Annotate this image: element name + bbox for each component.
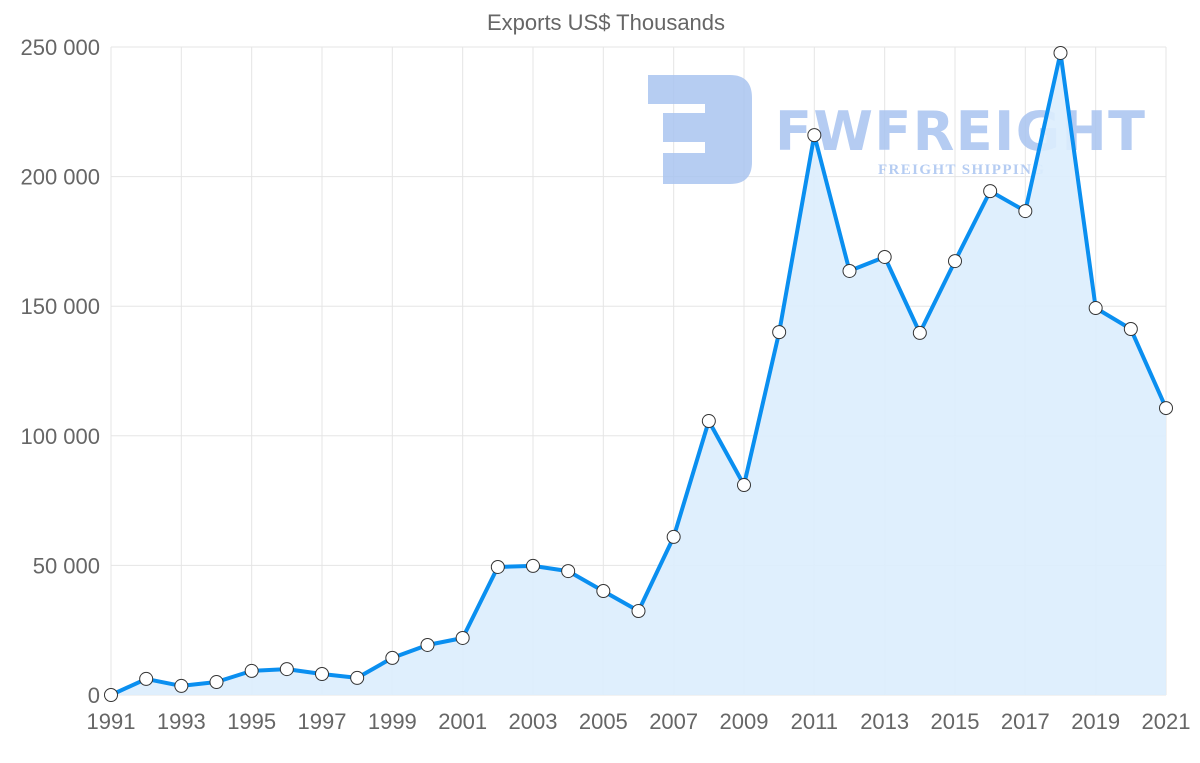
- chart-title: Exports US$ Thousands: [487, 10, 725, 35]
- data-point: [244, 663, 259, 678]
- watermark-brand: FWFREIGHT: [775, 100, 1145, 163]
- x-tick-label: 2001: [438, 709, 487, 734]
- x-tick-label: 1999: [368, 709, 417, 734]
- data-point: [1018, 204, 1033, 219]
- watermark-tagline: FREIGHT SHIPPING: [878, 162, 1044, 178]
- data-point: [139, 671, 154, 686]
- data-point: [420, 637, 435, 652]
- data-point: [701, 414, 716, 429]
- series-layer: [104, 45, 1173, 702]
- data-point: [104, 688, 118, 702]
- data-point: [350, 670, 365, 685]
- data-point: [279, 662, 294, 677]
- data-point: [807, 128, 822, 143]
- y-tick-label: 0: [88, 683, 100, 708]
- data-point: [842, 263, 857, 278]
- fwfreight-logo-watermark: FWFREIGHT FREIGHT SHIPPING: [648, 75, 1145, 184]
- data-point: [209, 675, 224, 690]
- data-point: [948, 254, 962, 269]
- data-point: [315, 667, 329, 682]
- y-tick-label: 200 000: [20, 165, 100, 190]
- x-tick-label: 2003: [509, 709, 558, 734]
- x-tick-label: 2011: [791, 709, 838, 734]
- data-point: [631, 604, 646, 619]
- data-point: [1088, 301, 1103, 316]
- data-point: [596, 584, 611, 599]
- x-tick-label: 2021: [1142, 709, 1191, 734]
- x-tick-label: 2013: [860, 709, 909, 734]
- data-point: [385, 650, 400, 665]
- data-point: [174, 678, 189, 693]
- data-point: [561, 564, 576, 579]
- x-tick-label: 1991: [87, 709, 136, 734]
- data-point: [983, 184, 998, 199]
- data-point: [772, 325, 787, 340]
- data-point: [1053, 45, 1068, 60]
- data-point: [1159, 401, 1173, 416]
- x-tick-label: 1995: [227, 709, 276, 734]
- y-tick-label: 250 000: [20, 35, 100, 60]
- x-axis: 1991 1993 1995 1997 1999 2001 2003 2005 2007 2009…: [87, 709, 1191, 734]
- y-tick-label: 100 000: [20, 424, 100, 449]
- x-tick-label: 2009: [720, 709, 769, 734]
- data-point: [666, 529, 681, 544]
- x-tick-label: 1997: [298, 709, 347, 734]
- data-point: [912, 325, 927, 340]
- data-point: [877, 249, 892, 264]
- data-point: [490, 559, 505, 574]
- x-tick-label: 2019: [1071, 709, 1120, 734]
- x-tick-label: 2005: [579, 709, 628, 734]
- data-point: [526, 558, 540, 573]
- y-tick-label: 50 000: [33, 553, 100, 578]
- data-point: [1123, 322, 1138, 337]
- x-tick-label: 2017: [1001, 709, 1050, 734]
- data-point: [737, 478, 751, 493]
- x-tick-label: 1993: [157, 709, 206, 734]
- x-tick-label: 2015: [931, 709, 980, 734]
- y-axis: 0 50 000 100 000 150 000 200 000 250 000: [20, 35, 100, 708]
- x-tick-label: 2007: [649, 709, 698, 734]
- data-point: [455, 630, 470, 645]
- series-area: [111, 53, 1166, 695]
- y-tick-label: 150 000: [20, 294, 100, 319]
